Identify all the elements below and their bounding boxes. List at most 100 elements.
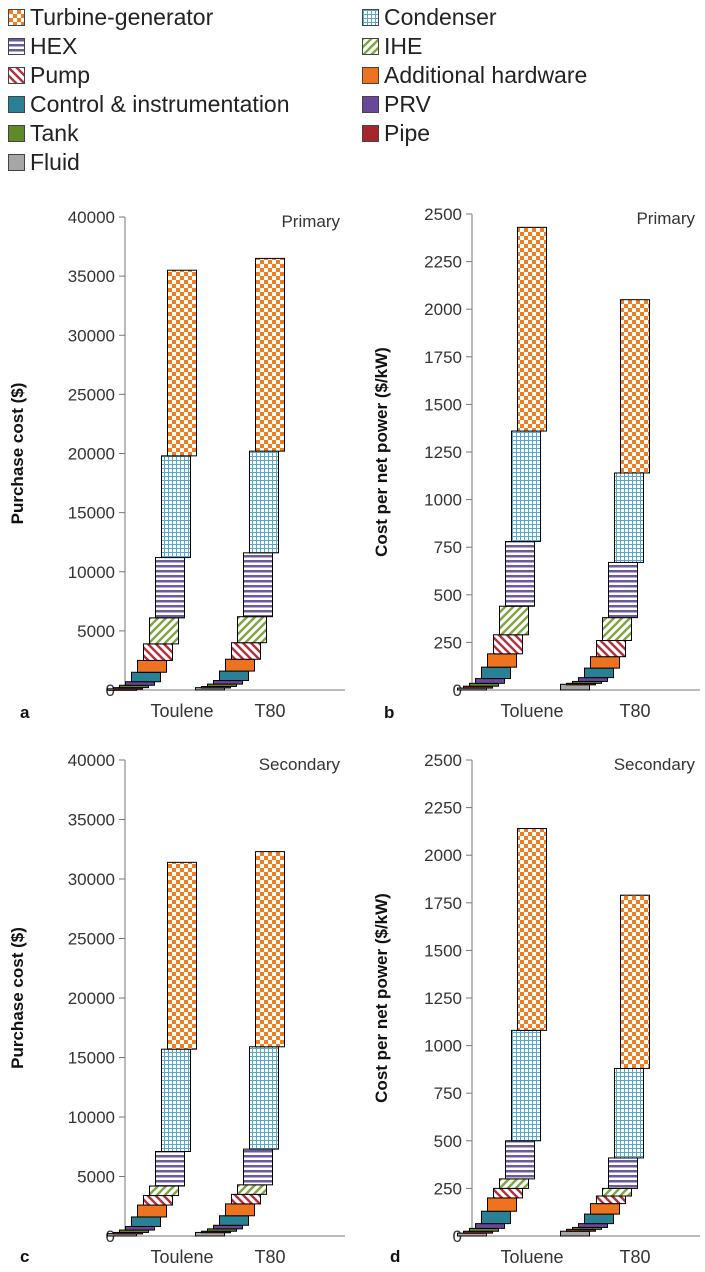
bar-segment-prv (578, 1223, 608, 1228)
y-tick-label: 35000 (68, 811, 115, 830)
bar-segment-prv (475, 678, 505, 684)
legend-label: Condenser (384, 4, 497, 30)
chart-legend: Turbine-generator Condenser HEX IHE Pump Addi… (8, 4, 698, 186)
legend-label: Pipe (384, 120, 431, 146)
bar-segment-ihe (237, 616, 267, 644)
legend-label: PRV (384, 91, 431, 117)
bar-segment-hex (505, 540, 535, 607)
bar-segment-additional-hardware (590, 656, 620, 669)
waterfall-t80 (195, 851, 285, 1237)
bar-segment-turbine-generator (620, 299, 650, 474)
waterfall-t80 (560, 299, 650, 691)
y-tick-label: 20000 (68, 445, 115, 464)
bar-segment-fluid (560, 1230, 590, 1237)
bar-segment-prv (475, 1223, 505, 1229)
y-tick-label: 15000 (68, 504, 115, 523)
bar-segment-turbine-generator (255, 851, 285, 1048)
x-tick-label: Toluene (500, 701, 563, 721)
y-tick-label: 2500 (424, 751, 462, 770)
y-tick-label: 35000 (68, 267, 115, 286)
legend-item-ihe: IHE (362, 33, 422, 60)
legend-label: Turbine-generator (30, 4, 214, 30)
x-tick-label: T80 (254, 701, 285, 721)
y-tick-label: 15000 (68, 1049, 115, 1068)
y-tick-label: 40000 (68, 751, 115, 770)
bar-segment-condenser (511, 1029, 541, 1142)
bar-segment-turbine-generator (167, 861, 197, 1050)
y-tick-label: 1750 (424, 348, 462, 367)
y-tick-label: 5000 (77, 1168, 115, 1187)
x-tick-label: Toulene (150, 1247, 213, 1267)
bar-segment-condenser (249, 450, 279, 554)
y-tick-label: 250 (434, 1179, 462, 1198)
bar-segment-additional-hardware (225, 658, 255, 672)
waterfall-t80 (195, 257, 285, 691)
bar-segment-control-and-instrumentation (131, 1216, 161, 1227)
y-tick-label: 1500 (424, 941, 462, 960)
bar-segment-turbine-generator (620, 894, 650, 1069)
y-tick-label: 30000 (68, 870, 115, 889)
y-tick-label: 750 (434, 1084, 462, 1103)
bar-segment-condenser (614, 472, 644, 563)
legend-swatch-ihe (362, 38, 379, 55)
legend-item-tank: Tank (8, 120, 79, 147)
y-tick-label: 250 (434, 633, 462, 652)
panel-letter: c (20, 1247, 29, 1266)
bar-segment-condenser (161, 455, 191, 559)
chart-title: Primary (281, 212, 340, 231)
chart-panel-a: 0500010000150002000025000300003500040000… (8, 208, 345, 722)
legend-item-pipe: Pipe (362, 120, 430, 147)
y-tick-label: 0 (106, 1227, 115, 1246)
y-tick-label: 750 (434, 538, 462, 557)
bar-segment-condenser (511, 430, 541, 542)
legend-swatch-fluid (8, 154, 25, 171)
legend-swatch-pipe (362, 125, 379, 142)
legend-label: Control & instrumentation (30, 91, 290, 117)
legend-item-additional-hardware: Additional hardware (362, 62, 587, 89)
y-tick-label: 1000 (424, 1037, 462, 1056)
y-tick-label: 2500 (424, 205, 462, 224)
y-tick-label: 10000 (68, 1108, 115, 1127)
bar-segment-pump (596, 639, 626, 658)
legend-swatch-turbine-generator (8, 9, 25, 26)
y-axis-title: Cost per net power ($/kW) (372, 347, 391, 557)
y-axis-title: Purchase cost ($) (8, 927, 27, 1069)
y-tick-label: 20000 (68, 989, 115, 1008)
bar-segment-pump (596, 1195, 626, 1205)
bar-segment-prv (578, 677, 608, 682)
legend-label: HEX (30, 33, 78, 59)
legend-swatch-pump (8, 67, 25, 84)
bar-segment-condenser (249, 1046, 279, 1150)
bar-segment-ihe (602, 1187, 632, 1197)
legend-item-control-and-instrumentation: Control & instrumentation (8, 91, 290, 118)
bar-segment-condenser (614, 1067, 644, 1159)
bar-segment-additional-hardware (137, 1204, 167, 1218)
y-tick-label: 500 (434, 586, 462, 605)
bar-segment-hex (243, 1148, 273, 1186)
chart-panel-b: 02505007501000125015001750200022502500Co… (372, 205, 700, 722)
chart-panel-c: 0 5000 10000 15000 20000 25000 30000 35000 40000… (8, 751, 345, 1267)
bar-segment-hex (505, 1140, 535, 1180)
waterfall-toulene (107, 861, 197, 1237)
bar-segment-ihe (499, 605, 529, 636)
bar-segment-turbine-generator (517, 828, 547, 1031)
bar-segment-pump (493, 634, 523, 655)
bar-segment-pump (143, 1195, 173, 1206)
bar-segment-hex (155, 1151, 185, 1187)
x-tick-label: Toluene (500, 1247, 563, 1267)
x-tick-label: T80 (619, 701, 650, 721)
panel-letter: b (384, 703, 394, 722)
bar-segment-control-and-instrumentation (481, 666, 511, 680)
y-tick-label: 2000 (424, 300, 462, 319)
legend-swatch-control-and-instrumentation (8, 96, 25, 113)
waterfall-t80 (560, 894, 650, 1237)
panel-letter: a (20, 703, 30, 722)
bar-segment-control-and-instrumentation (584, 1213, 614, 1225)
y-tick-label: 1750 (424, 894, 462, 913)
legend-label: Tank (30, 120, 79, 146)
bar-segment-prv (125, 1225, 155, 1231)
legend-item-turbine-generator: Turbine-generator (8, 4, 213, 31)
legend-label: IHE (384, 33, 423, 59)
bar-segment-hex (155, 557, 185, 619)
